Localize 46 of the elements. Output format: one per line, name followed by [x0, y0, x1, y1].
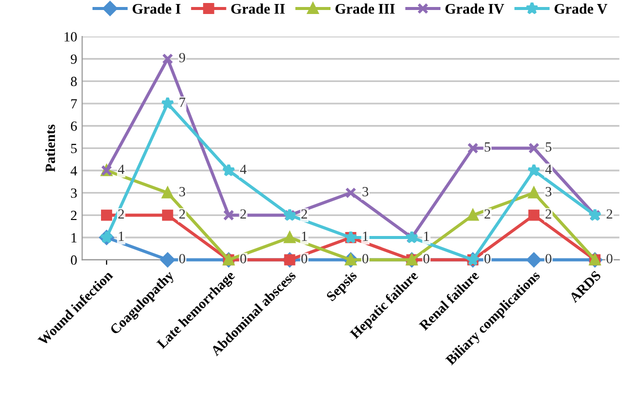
data-label: 0	[179, 254, 186, 264]
data-label: 4	[118, 164, 124, 174]
legend-label: Grade III	[336, 3, 395, 14]
data-label: 0	[484, 254, 490, 264]
legend-label: Grade V	[554, 3, 608, 14]
data-label: 0	[546, 254, 552, 264]
legend-label: Grade II	[231, 3, 285, 14]
data-label: 0	[606, 254, 612, 264]
data-label: 2	[179, 209, 185, 219]
data-label: 0	[362, 254, 368, 264]
data-label: 2	[546, 209, 552, 219]
data-label: 5	[484, 142, 490, 152]
data-label: 3	[179, 186, 186, 196]
y-tick-label: 5	[71, 144, 77, 154]
legend-label: Grade IV	[445, 3, 504, 14]
data-label: 0	[301, 254, 308, 264]
y-tick-label: 3	[71, 188, 77, 198]
data-label: 2	[301, 209, 308, 219]
data-label: 2	[606, 209, 612, 219]
data-label: 0	[240, 254, 246, 264]
y-axis-title: Patients	[45, 124, 56, 172]
data-label: 4	[545, 164, 552, 174]
y-tick-label: 10	[64, 32, 77, 42]
data-label: 4	[240, 164, 247, 174]
data-label: 2	[484, 209, 490, 219]
data-label: 2	[240, 209, 246, 219]
legend-label: Grade I	[132, 3, 180, 14]
y-tick-label: 1	[72, 233, 76, 242]
data-label: 3	[546, 186, 552, 196]
data-label: 7	[180, 98, 186, 107]
data-label: 2	[118, 209, 124, 219]
y-tick-label: 6	[70, 121, 77, 131]
data-label: 1	[424, 232, 430, 241]
y-tick-label: 0	[70, 255, 77, 265]
y-tick-label: 4	[70, 166, 78, 176]
data-label: 9	[179, 53, 186, 62]
data-label: 1	[363, 232, 368, 241]
data-label: 1	[302, 232, 307, 241]
data-label: 3	[362, 186, 368, 196]
y-tick-label: 9	[70, 54, 77, 64]
y-tick-label: 7	[71, 99, 77, 108]
data-label: 5	[546, 142, 552, 152]
y-tick-label: 2	[70, 210, 77, 220]
data-label: 0	[423, 254, 430, 264]
data-label: 1	[118, 232, 124, 241]
y-tick-label: 8	[70, 76, 77, 86]
